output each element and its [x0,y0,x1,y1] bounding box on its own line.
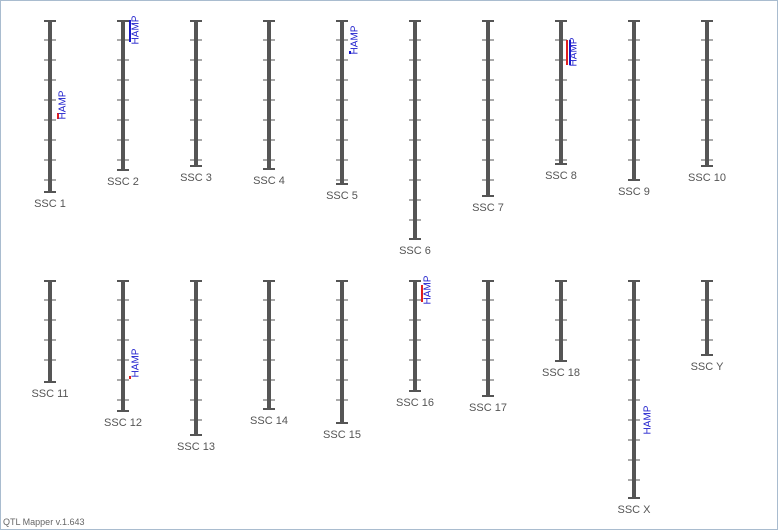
qtl-label: HAMP [131,348,142,377]
chromosome-label: SSC 12 [104,417,142,429]
qtl-label: HAMP [423,275,434,304]
chromosome-label: SSC 14 [250,415,288,427]
chromosome-label: SSC 4 [253,175,285,187]
version-footer: QTL Mapper v.1.643 [3,517,85,527]
chromosome-label: SSC 7 [472,202,504,214]
chromosome-label: SSC 1 [34,198,66,210]
chromosome-label: SSC 18 [542,367,580,379]
chromosome-label: SSC 16 [396,397,434,409]
chromosome-label: SSC Y [691,361,724,373]
qtl-label: HAMP [58,90,69,119]
qtl-label: HAMP [643,405,654,434]
chromosome-label: SSC 17 [469,402,507,414]
qtl-label: HAMP [569,37,580,66]
chromosome-label: SSC 13 [177,441,215,453]
chromosome-label: SSC 11 [31,388,68,400]
chromosome-label: SSC 5 [326,190,358,202]
chromosome-label: SSC 10 [688,172,726,184]
qtl-label: HAMP [350,25,361,54]
chromosome-label: SSC 6 [399,245,431,257]
chromosome-label: SSC X [617,504,651,516]
chromosome-label: SSC 15 [323,429,361,441]
chromosome-label: SSC 8 [545,170,577,182]
chromosome-label: SSC 9 [618,186,650,198]
qtl-label: HAMP [131,15,142,44]
chromosome-label: SSC 2 [107,176,139,188]
chromosome-label: SSC 3 [180,172,212,184]
